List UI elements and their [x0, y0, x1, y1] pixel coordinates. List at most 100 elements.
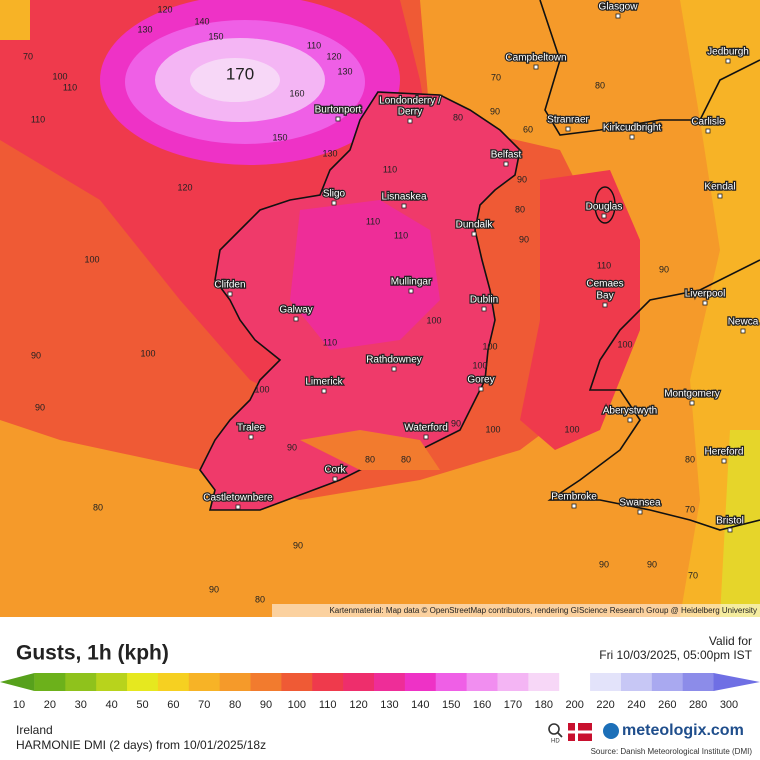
legend-label: 100: [288, 699, 306, 711]
city-marker: [740, 328, 746, 334]
field-170: [190, 58, 280, 102]
contour-label: 90: [490, 106, 500, 116]
brand[interactable]: meteologix.com: [622, 722, 744, 739]
legend-label: 200: [565, 699, 583, 711]
city-label: Campbeltown: [505, 53, 566, 64]
contour-label: 70: [688, 570, 698, 580]
city-marker: [407, 118, 413, 124]
legend-label: 160: [473, 699, 491, 711]
contour-label: 130: [337, 66, 352, 76]
city-label: Galway: [279, 305, 312, 316]
contour-label: 150: [272, 132, 287, 142]
legend-swatch: [590, 673, 622, 691]
valid-label: Valid for: [709, 634, 752, 648]
legend-swatch: [651, 673, 684, 691]
contour-label: 100: [84, 254, 99, 264]
contour-label: 60: [523, 124, 533, 134]
legend-swatch: [404, 673, 437, 691]
city-label: Aberystwyth: [603, 406, 657, 417]
legend-swatch: [188, 673, 221, 691]
contour-label: 90: [647, 559, 657, 569]
contour-label: 100: [564, 424, 579, 434]
legend-label: 10: [13, 699, 25, 711]
contour-label: 90: [35, 402, 45, 412]
contour-label: 110: [323, 337, 337, 347]
city-marker: [235, 504, 241, 510]
city-marker: [331, 200, 337, 206]
britain-coast: [547, 259, 760, 531]
legend-label: 150: [442, 699, 460, 711]
city-marker: [408, 288, 414, 294]
legend-label: 140: [411, 699, 429, 711]
contour-label: 90: [31, 350, 41, 360]
legend-label: 260: [658, 699, 676, 711]
legend-swatch: [157, 673, 190, 691]
city-marker: [335, 116, 341, 122]
contour-label: 90: [519, 234, 529, 244]
legend-swatch: [219, 673, 252, 691]
city-label: Montgomery: [664, 389, 720, 400]
contour-label: 90: [659, 264, 669, 274]
city-label: Cork: [324, 465, 346, 476]
legend-swatch: [466, 673, 498, 691]
contour-label: 140: [194, 16, 209, 26]
contour-label: 80: [453, 112, 463, 122]
city-marker: [478, 386, 484, 392]
legend-swatch: [497, 673, 529, 691]
legend-label: 70: [198, 699, 210, 711]
field-irish-sea: [520, 170, 640, 450]
contour-label: 110: [31, 114, 45, 124]
contour-label: 110: [394, 230, 408, 240]
city-marker: [503, 161, 509, 167]
city-label: Castletownbere: [203, 493, 273, 504]
legend-label: 220: [596, 699, 614, 711]
legend-swatch: [312, 673, 344, 691]
scotland-coast: [539, 0, 760, 136]
field-south: [300, 430, 440, 470]
contour-label: 80: [595, 80, 605, 90]
city-marker: [717, 193, 723, 199]
legend-swatch: [34, 673, 66, 691]
contour-label: 70: [491, 72, 501, 82]
city-marker: [602, 302, 608, 308]
info-panel: Gusts, 1h (kph) Valid for Fri 10/03/2025…: [0, 634, 760, 756]
legend-swatch: [96, 673, 128, 691]
city-label: Cemaes: [586, 279, 623, 290]
contour-label: 80: [93, 502, 103, 512]
flag-cross-h: [568, 730, 592, 734]
city-label: Rathdowney: [366, 355, 422, 366]
city-marker: [571, 503, 577, 509]
contour-label: 100: [472, 360, 487, 370]
contour-label: 110: [597, 260, 611, 270]
city-marker: [332, 476, 338, 482]
contour-label: 80: [515, 204, 525, 214]
legend-label: 110: [319, 699, 337, 711]
hd-label: HD: [551, 739, 560, 745]
city-label: Bristol: [716, 516, 744, 527]
legend-label: 30: [75, 699, 87, 711]
contour-label: 70: [23, 51, 33, 61]
contour-label: 80: [401, 454, 411, 464]
city-marker: [481, 306, 487, 312]
zoom-icon[interactable]: [548, 723, 560, 735]
legend-swatch: [374, 673, 406, 691]
legend-label: 80: [229, 699, 241, 711]
contour-label: 120: [326, 51, 341, 61]
city-marker: [705, 128, 711, 134]
city-marker: [565, 126, 571, 132]
city-label: Hereford: [705, 447, 744, 458]
title: Gusts, 1h (kph): [16, 642, 169, 665]
city-marker: [637, 509, 643, 515]
city-label: Dundalk: [456, 220, 494, 231]
city-label: Kirkcudbright: [603, 123, 662, 134]
city-label: Pembroke: [551, 492, 597, 503]
city-label: Mullingar: [391, 277, 432, 288]
map-labels: 120 140 130 150 110 120 130 100 70 110 160 150 130 11…: [23, 0, 760, 604]
city-marker: [401, 203, 407, 209]
legend-label: 40: [105, 699, 117, 711]
legend-swatch: [250, 673, 282, 691]
contour-label: 110: [366, 216, 380, 226]
city-marker: [615, 13, 621, 19]
valid-time: Fri 10/03/2025, 05:00pm IST: [599, 648, 752, 662]
